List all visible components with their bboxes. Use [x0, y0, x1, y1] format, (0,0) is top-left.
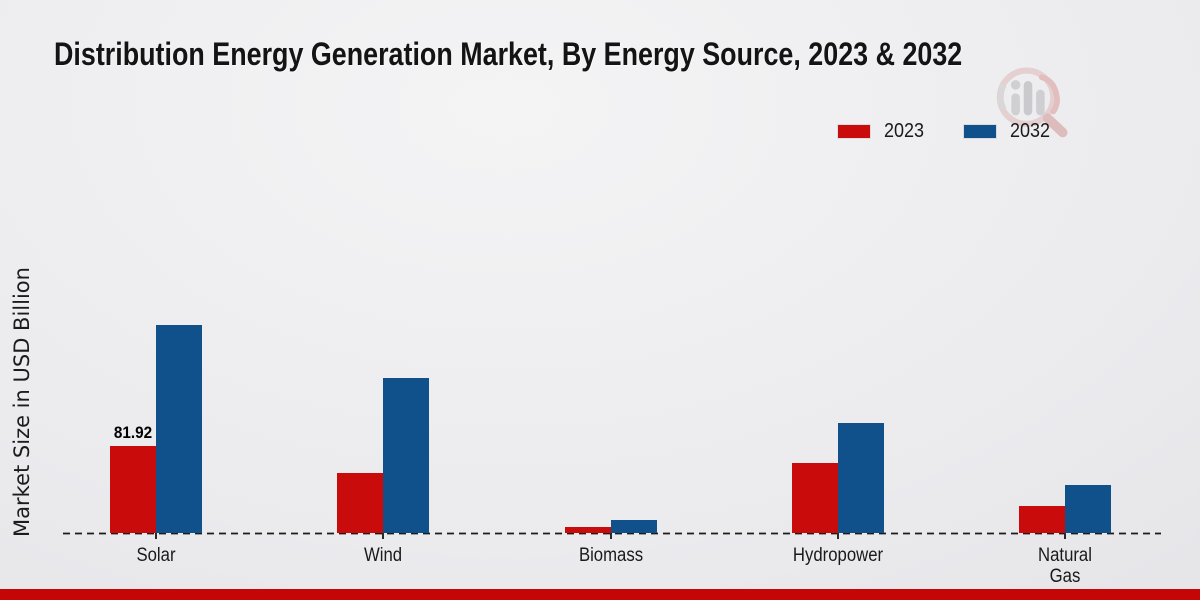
bar-2032-biomass [610, 520, 657, 533]
bar-2023-natural-gas [1019, 505, 1065, 533]
x-tick-wind [382, 533, 385, 539]
legend-item-2023: 2023 [838, 120, 929, 143]
x-tick-hydropower [836, 533, 839, 539]
legend-item-2032: 2032 [963, 120, 1055, 143]
bar-2032-wind [383, 377, 430, 533]
bar-2023-wind [337, 473, 384, 533]
bar-2023-hydropower [791, 463, 838, 533]
bar-2032-hydropower [837, 423, 884, 533]
bar-2032-natural-gas [1065, 485, 1111, 533]
x-tick-label-solar: Solar [136, 545, 176, 566]
x-tick-label-wind: Wind [364, 545, 403, 566]
x-tick-label-biomass: Biomass [578, 545, 643, 566]
legend: 2023 2032 [838, 120, 1054, 143]
x-tick-natural-gas [1064, 533, 1066, 539]
bar-value-label-solar-2023: 81.92 [113, 423, 153, 443]
x-tick-biomass [609, 533, 612, 539]
legend-label-2023: 2023 [884, 120, 925, 142]
footer-accent-bar [0, 589, 1200, 600]
bar-2023-solar [110, 446, 156, 533]
x-tick-label-hydropower: Hydropower [792, 545, 883, 566]
bar-2032-solar [156, 325, 202, 533]
x-tick-solar [155, 533, 157, 539]
legend-label-2032: 2032 [1009, 120, 1050, 142]
legend-swatch-2023 [838, 125, 870, 138]
x-tick-label-natural-gas: Natural Gas [1038, 545, 1092, 588]
chart-title: Distribution Energy Generation Market, B… [54, 36, 963, 72]
legend-swatch-2032 [963, 125, 996, 138]
bar-2023-biomass [564, 526, 611, 533]
x-axis-baseline [63, 532, 1161, 535]
